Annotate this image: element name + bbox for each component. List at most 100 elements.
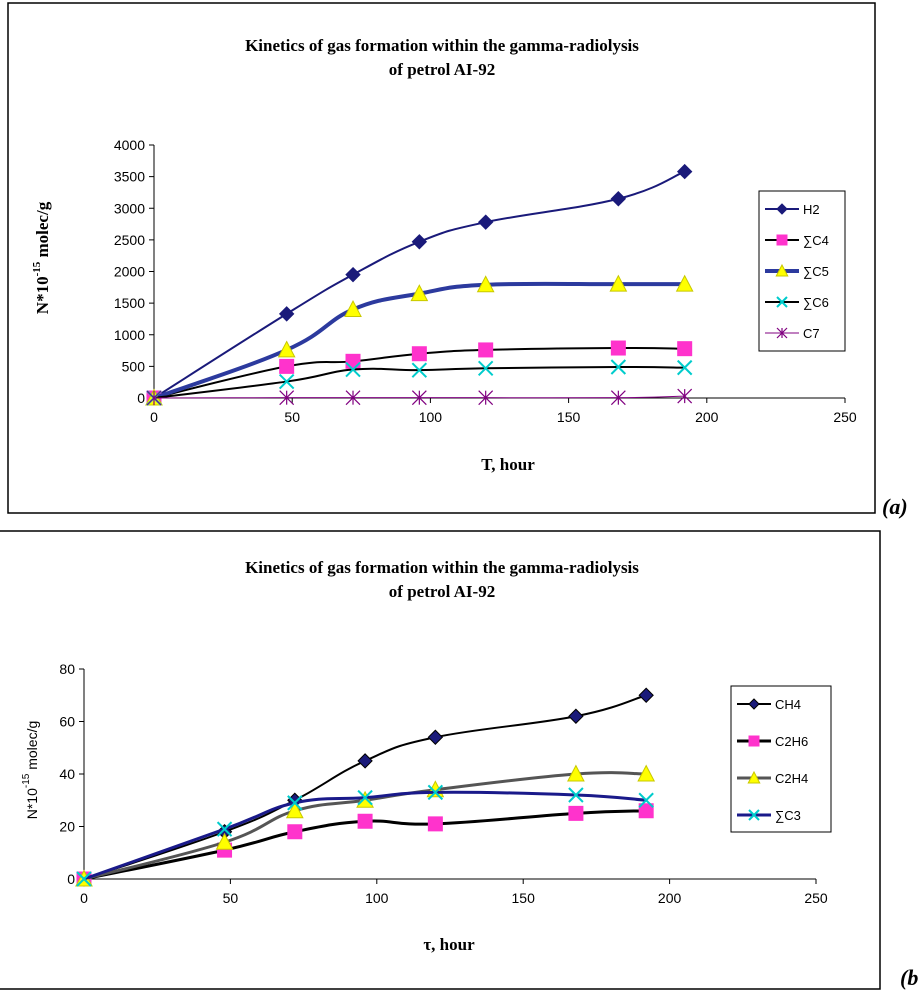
data-point	[357, 753, 373, 769]
legend-item-c2h6: C2H6	[737, 734, 808, 749]
legend-label: C7	[803, 326, 820, 341]
y-tick-label: 1500	[114, 295, 145, 311]
data-point	[411, 390, 427, 406]
marker-stroke	[345, 361, 361, 378]
y-axis-title-exponent: -15	[21, 773, 32, 788]
data-point	[638, 687, 654, 703]
x-tick-label: 100	[365, 890, 389, 906]
y-tick-label: 500	[122, 358, 146, 374]
data-point	[216, 821, 233, 837]
data-point	[568, 787, 584, 803]
panel-a-frame	[7, 2, 876, 514]
x-tick-label: 250	[833, 409, 857, 425]
y-tick-label: 4000	[114, 137, 145, 153]
y-tick-label: 20	[59, 819, 75, 835]
x-axis-title: τ, hour	[423, 935, 475, 954]
legend-label: CH4	[775, 697, 801, 712]
y-tick-label: 0	[137, 390, 145, 406]
marker-stroke	[676, 359, 693, 376]
y-axis-title-suffix: molec/g	[33, 201, 52, 261]
legend-marker	[776, 203, 788, 215]
marker-stroke	[76, 871, 92, 887]
chart-title-line: Kinetics of gas formation within the gam…	[245, 558, 639, 577]
y-axis-title-exponent: -15	[31, 261, 43, 276]
y-axis-title-suffix: molec/g	[24, 721, 40, 774]
y-axis-title-prefix: N*10	[24, 788, 40, 819]
data-point	[356, 790, 374, 808]
legend-item-sum-c5: ∑C5	[765, 263, 829, 279]
legend-item-ch4: CH4	[737, 697, 801, 712]
legend: CH4 C2H6 C2H4 ∑C3	[730, 685, 832, 833]
data-point	[567, 764, 585, 782]
legend-marker	[748, 809, 760, 821]
x-tick-label: 200	[658, 890, 682, 906]
chart-title-line: Kinetics of gas formation within the gam…	[245, 36, 639, 55]
x-axis-title: T, hour	[481, 455, 535, 474]
data-point	[411, 362, 428, 378]
data-point	[610, 390, 626, 406]
legend-label: ∑C6	[803, 295, 829, 310]
panel-a-tag: (a)	[882, 494, 908, 519]
legend-item-c2h4: C2H4	[737, 770, 808, 786]
data-point	[568, 708, 584, 724]
chart-title-line: of petrol AI-92	[389, 60, 495, 79]
series-c7	[146, 388, 693, 406]
legend-item-sum-c3: ∑C3	[737, 808, 801, 823]
data-point	[344, 299, 362, 317]
x-tick-label: 100	[419, 409, 443, 425]
marker-stroke	[477, 360, 494, 376]
x-tick-label: 200	[695, 409, 719, 425]
legend-label: ∑C4	[803, 233, 829, 248]
series-sum-c3	[76, 784, 654, 887]
data-point	[287, 795, 303, 811]
data-point	[676, 163, 693, 180]
x-tick-label: 50	[284, 409, 300, 425]
data-point	[478, 342, 494, 358]
data-point	[568, 805, 584, 821]
data-point	[287, 824, 303, 840]
legend-label: C2H4	[775, 771, 808, 786]
data-point	[610, 340, 626, 356]
marker-stroke	[278, 373, 295, 390]
legend-marker	[775, 263, 789, 277]
chart-title-line: of petrol AI-92	[389, 582, 495, 601]
legend-item-h2: H2	[765, 202, 820, 217]
data-point	[277, 340, 296, 358]
data-point	[427, 729, 444, 745]
data-point	[345, 266, 361, 283]
series-sum-c5	[145, 274, 694, 406]
legend: H2 ∑C4 ∑C5 ∑C6 C7	[758, 190, 846, 352]
legend-item-c7: C7	[765, 326, 820, 341]
data-point	[357, 789, 373, 806]
data-point	[610, 191, 627, 207]
data-point	[427, 816, 443, 832]
legend-label: C2H6	[775, 734, 808, 749]
data-point	[478, 390, 494, 406]
legend-item-sum-c6: ∑C6	[765, 295, 829, 310]
data-point	[278, 306, 295, 322]
data-point	[637, 764, 656, 782]
data-point	[345, 361, 361, 378]
y-tick-label: 80	[59, 661, 75, 677]
legend-label: ∑C5	[803, 264, 829, 279]
data-point	[609, 274, 628, 292]
x-tick-label: 150	[557, 409, 581, 425]
legend-marker	[747, 770, 761, 784]
y-tick-label: 2000	[114, 264, 145, 280]
data-point	[411, 234, 428, 250]
x-tick-label: 250	[804, 890, 828, 906]
data-point	[411, 346, 427, 362]
data-point	[427, 784, 444, 801]
data-point	[638, 803, 654, 819]
data-point	[76, 871, 92, 887]
y-tick-label: 0	[67, 871, 75, 887]
data-point	[345, 353, 361, 369]
data-point	[345, 390, 361, 406]
data-point	[476, 275, 495, 293]
x-tick-label: 0	[150, 409, 158, 425]
marker-stroke	[287, 795, 303, 811]
marker-stroke	[216, 821, 233, 837]
data-point	[610, 359, 627, 375]
y-tick-label: 3000	[114, 200, 145, 216]
